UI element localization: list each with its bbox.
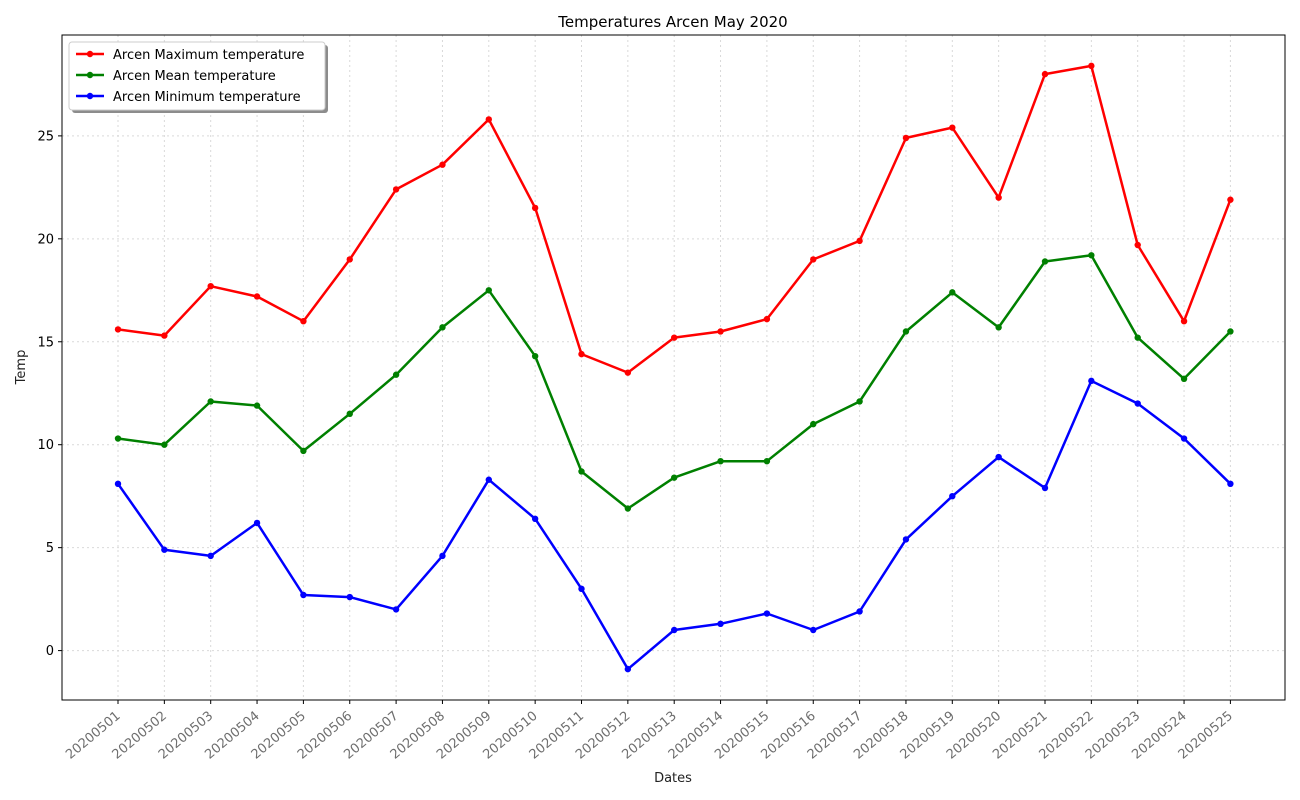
data-point — [392, 606, 400, 613]
data-point — [810, 420, 817, 428]
data-point — [161, 332, 168, 339]
data-point — [114, 480, 122, 488]
data-point — [902, 328, 910, 335]
legend-marker — [86, 71, 94, 79]
data-point — [949, 289, 956, 296]
data-point — [763, 457, 771, 465]
data-point — [1041, 258, 1049, 265]
data-point — [439, 161, 446, 168]
data-point — [578, 585, 585, 593]
x-axis-label: Dates — [654, 771, 692, 786]
y-tick-label: 0 — [46, 644, 54, 659]
data-point — [1134, 334, 1141, 341]
data-point — [300, 447, 307, 455]
data-point — [439, 552, 446, 560]
data-point — [1088, 252, 1095, 259]
data-point — [671, 626, 678, 634]
legend-label: Arcen Maximum temperature — [113, 48, 304, 63]
data-point — [439, 324, 446, 331]
data-point — [856, 237, 863, 245]
data-point — [902, 134, 910, 142]
data-point — [671, 474, 678, 481]
data-point — [1041, 70, 1049, 78]
data-point — [1134, 241, 1141, 249]
data-point — [392, 186, 400, 193]
data-point — [207, 552, 214, 560]
data-point — [717, 328, 724, 335]
data-point — [1227, 328, 1234, 335]
legend-box — [68, 41, 326, 111]
data-point — [578, 350, 585, 358]
data-point — [485, 287, 492, 294]
data-point — [253, 519, 261, 527]
y-tick-label: 20 — [37, 232, 54, 247]
data-point — [624, 665, 632, 673]
data-point — [531, 515, 539, 523]
data-point — [949, 492, 956, 500]
legend-marker — [86, 92, 94, 100]
y-axis: 0 5 10 15 20 25 — [37, 129, 62, 659]
legend-marker — [86, 50, 94, 58]
legend: Arcen Maximum temperature Arcen Mean temp… — [68, 41, 328, 113]
data-point — [485, 116, 492, 123]
data-point — [485, 476, 492, 483]
data-point — [578, 468, 585, 475]
data-point — [253, 293, 261, 300]
data-point — [300, 591, 307, 599]
plot-frame — [61, 34, 1286, 701]
data-point — [392, 371, 400, 378]
data-point — [1180, 317, 1188, 325]
data-point — [810, 626, 817, 634]
data-point — [856, 608, 863, 615]
data-point — [346, 410, 353, 418]
data-point — [995, 194, 1002, 201]
data-point — [1180, 375, 1188, 383]
data-point — [1041, 484, 1049, 492]
data-point — [624, 369, 632, 376]
legend-label: Arcen Minimum temperature — [113, 90, 301, 105]
data-point — [902, 536, 910, 543]
data-point — [949, 124, 956, 131]
chart-title: Temperatures Arcen May 2020 — [557, 13, 787, 31]
data-point — [763, 315, 771, 323]
data-point — [531, 352, 539, 360]
data-point — [717, 457, 724, 465]
data-point — [624, 505, 632, 512]
data-point — [1227, 196, 1234, 203]
y-tick-label: 5 — [46, 541, 54, 556]
x-axis: 2020050120200502202005032020050420200505… — [63, 700, 1236, 763]
data-point — [1088, 62, 1095, 70]
data-point — [207, 398, 214, 405]
data-point — [253, 402, 261, 409]
y-tick-label: 25 — [37, 129, 54, 144]
data-point — [114, 435, 122, 442]
data-point — [300, 317, 307, 325]
data-point — [161, 441, 168, 448]
data-point — [717, 620, 724, 628]
y-tick-label: 10 — [37, 438, 54, 453]
legend-label: Arcen Mean temperature — [113, 69, 276, 84]
data-point — [207, 282, 214, 290]
data-point — [810, 256, 817, 263]
data-point — [1134, 400, 1141, 407]
data-point — [346, 256, 353, 263]
data-point — [1088, 377, 1095, 385]
series-lines — [114, 62, 1234, 673]
data-point — [1180, 435, 1188, 442]
data-point — [995, 453, 1002, 461]
y-axis-label: Temp — [14, 350, 29, 386]
y-tick-label: 15 — [37, 335, 54, 350]
data-point — [161, 546, 168, 553]
data-point — [1227, 480, 1234, 488]
data-point — [763, 610, 771, 617]
data-point — [346, 593, 353, 601]
data-point — [114, 326, 122, 333]
data-point — [995, 324, 1002, 331]
grid — [62, 35, 1285, 700]
data-point — [531, 204, 539, 212]
data-point — [856, 398, 863, 405]
data-point — [671, 334, 678, 341]
